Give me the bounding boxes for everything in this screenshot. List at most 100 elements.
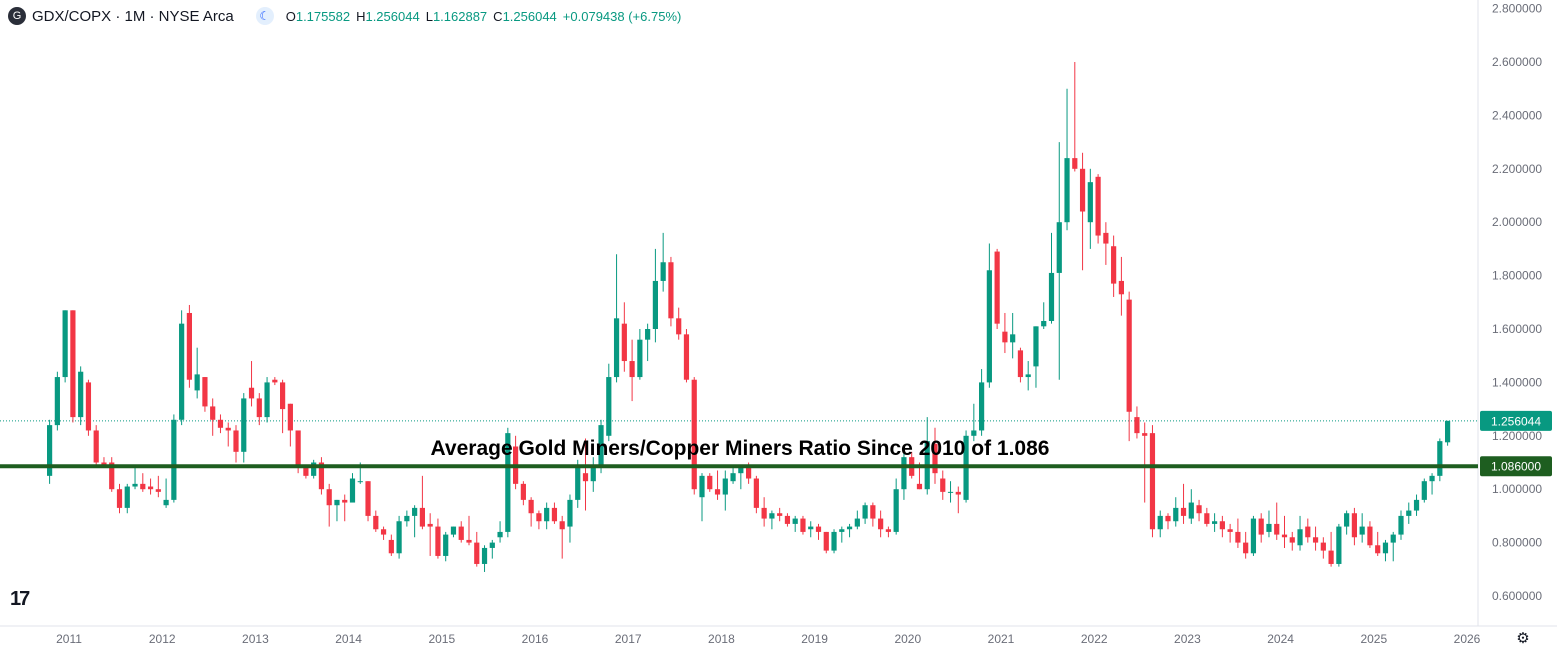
candle-body: [489, 542, 495, 548]
candle-body: [676, 318, 682, 335]
candle-body: [334, 499, 340, 506]
candle-body: [365, 481, 371, 516]
candle-body: [621, 323, 627, 362]
y-tick-label: 1.000000: [1492, 482, 1542, 496]
candle-body: [155, 489, 161, 492]
average-price-label: 1.086000: [1491, 460, 1541, 474]
candle-body: [971, 430, 977, 436]
candle-body: [1041, 320, 1047, 327]
candle-body: [1118, 280, 1124, 295]
candle-body: [248, 387, 255, 399]
candle-body: [1072, 158, 1078, 169]
candle-body: [730, 473, 736, 482]
candle-body: [994, 251, 1000, 324]
x-tick-label: 2023: [1174, 632, 1201, 646]
candle-body: [839, 529, 845, 532]
candle-body: [1243, 542, 1249, 554]
candle-body: [1025, 374, 1031, 378]
candle-body: [93, 430, 99, 463]
candle-body: [1266, 523, 1272, 532]
tradingview-logo-icon[interactable]: 17: [10, 588, 30, 610]
candle-body: [808, 526, 814, 530]
candle-body: [854, 518, 860, 527]
candle-body: [1336, 526, 1342, 564]
average-price-badge: [1480, 456, 1552, 477]
candle-body: [738, 467, 744, 474]
candle-body: [78, 371, 84, 418]
candle-body: [1367, 526, 1373, 546]
y-tick-label: 1.600000: [1492, 322, 1542, 336]
candle-body: [101, 462, 107, 466]
candle-body: [303, 467, 309, 476]
candle-body: [870, 505, 876, 519]
candle-body: [590, 467, 596, 482]
candle-body: [777, 513, 783, 516]
candle-body: [186, 312, 192, 380]
candle-body: [683, 334, 690, 380]
x-tick-label: 2018: [708, 632, 735, 646]
candle-body: [349, 478, 356, 503]
candle-body: [505, 433, 511, 532]
candle-body: [893, 489, 899, 532]
candle-body: [1165, 515, 1171, 522]
candle-body: [404, 515, 410, 522]
candle-body: [940, 478, 946, 492]
candle-body: [1390, 534, 1396, 543]
open-label: O: [285, 8, 296, 24]
candle-body: [1413, 499, 1420, 511]
candle-body: [544, 507, 550, 522]
candle-body: [885, 529, 891, 532]
candle-body: [559, 521, 565, 530]
y-tick-label: 1.400000: [1492, 375, 1542, 389]
candle-body: [1328, 550, 1334, 564]
candle-body: [1398, 515, 1404, 535]
candle-body: [784, 515, 791, 524]
candle-body: [357, 481, 363, 483]
candle-body: [1126, 299, 1132, 412]
x-tick-label: 2020: [894, 632, 921, 646]
candle-body: [1180, 507, 1187, 516]
candle-body: [714, 489, 721, 495]
x-tick-label: 2013: [242, 632, 269, 646]
close-label: C: [493, 8, 503, 24]
x-tick-label: 2024: [1267, 632, 1294, 646]
candle-body: [481, 547, 488, 564]
y-tick-label: 1.800000: [1492, 269, 1542, 283]
moon-icon[interactable]: ☾: [255, 7, 274, 25]
candle-body: [264, 382, 270, 418]
candle-body: [458, 526, 464, 540]
gear-icon[interactable]: ⚙: [1516, 630, 1530, 647]
candle-body: [179, 323, 185, 420]
x-tick-label: 2011: [56, 632, 82, 646]
candle-body: [986, 270, 992, 383]
candle-body: [412, 507, 418, 516]
y-tick-label: 2.600000: [1492, 55, 1542, 69]
low-label: L: [425, 8, 433, 24]
candle-body: [311, 462, 317, 476]
candle-body: [419, 507, 425, 527]
candle-body: [171, 419, 177, 500]
candle-body: [769, 513, 775, 519]
candle-body: [699, 475, 705, 498]
candle-body: [318, 462, 325, 490]
candle-body: [54, 377, 60, 426]
symbol-title[interactable]: GDX/COPX · 1M · NYSE Arca: [32, 7, 234, 25]
x-tick-label: 2025: [1360, 632, 1387, 646]
x-tick-label: 2015: [428, 632, 455, 646]
symbol-logo-icon[interactable]: G: [8, 7, 26, 25]
candle-body: [163, 499, 169, 506]
close-value: 1.256044: [502, 8, 557, 24]
candle-body: [256, 398, 262, 418]
x-tick-label: 2014: [335, 632, 362, 646]
candle-body: [124, 486, 130, 508]
candle-body: [202, 377, 208, 407]
candle-body: [380, 529, 387, 535]
candle-body: [233, 430, 239, 452]
candle-body: [800, 518, 806, 532]
candle-body: [1111, 246, 1117, 284]
candle-body: [1274, 523, 1280, 535]
candle-body: [1289, 537, 1295, 543]
candle-body: [520, 483, 526, 500]
